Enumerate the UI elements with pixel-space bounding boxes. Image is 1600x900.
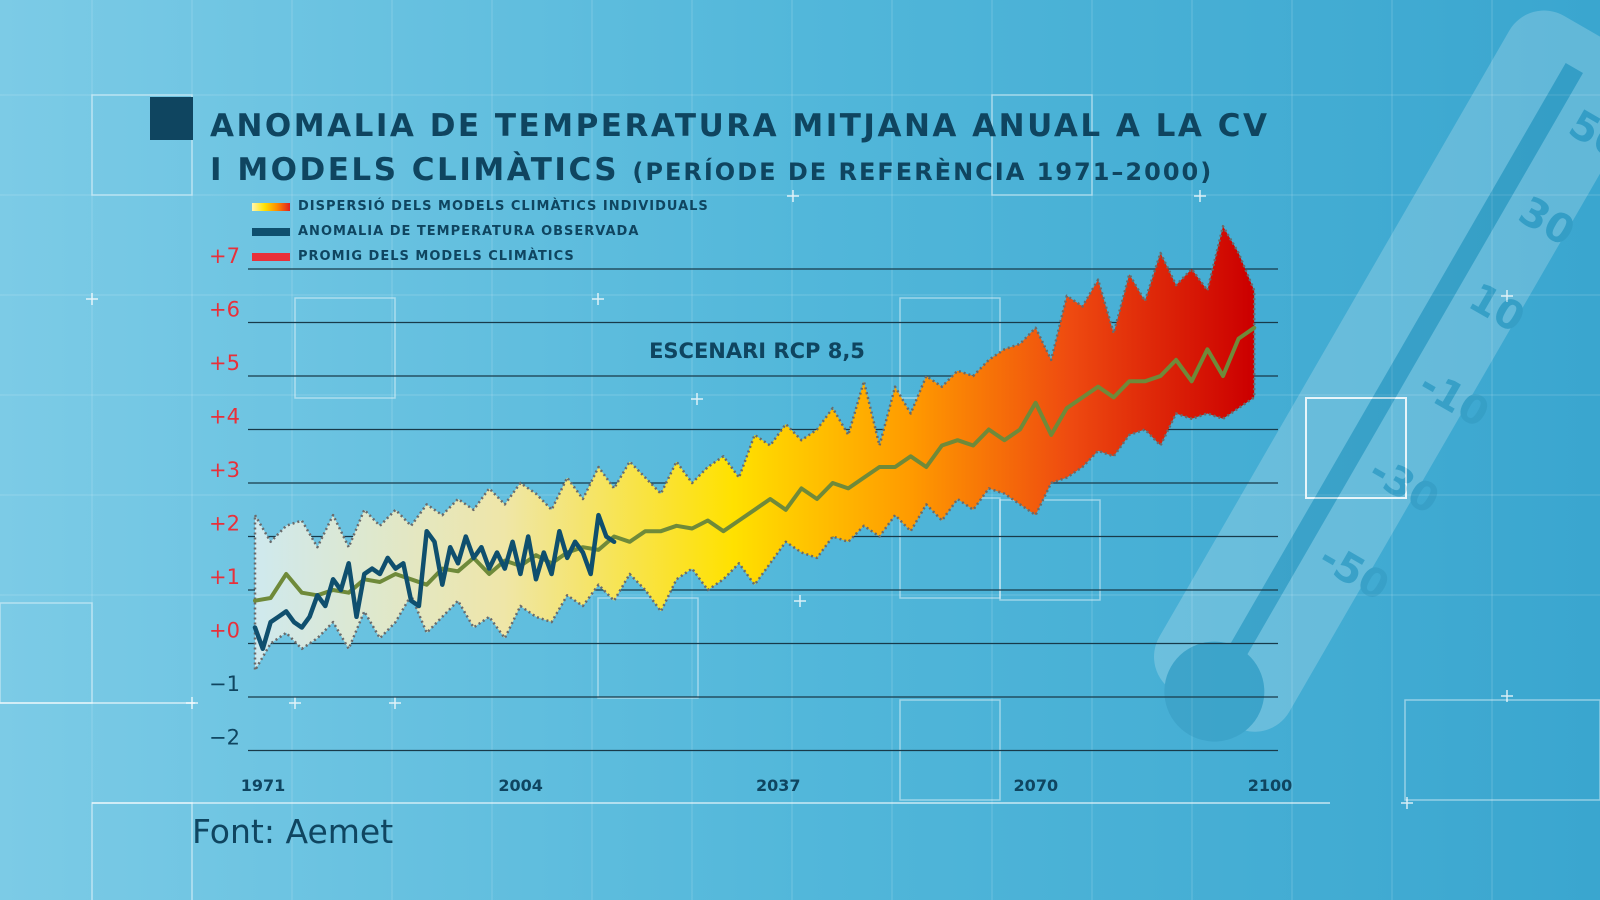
chart-title: ANOMALIA DE TEMPERATURA MITJANA ANUAL A …	[210, 104, 1290, 194]
chart-subtitle: (PERÍODE DE REFERÈNCIA 1971–2000)	[632, 158, 1214, 186]
model-spread-area	[253, 224, 1256, 672]
source-credit: Font: Aemet	[192, 812, 394, 851]
y-tick-label: +3	[209, 458, 240, 482]
scenario-annotation: ESCENARI RCP 8,5	[649, 339, 865, 363]
red-swatch-icon	[252, 252, 290, 261]
dark-blue-swatch-icon	[252, 227, 290, 236]
x-tick-label: 2037	[756, 776, 801, 795]
model-spread-band	[253, 224, 1256, 672]
y-tick-label: +4	[209, 405, 240, 429]
y-tick-label: +6	[209, 298, 240, 322]
y-tick-label: +0	[209, 619, 240, 643]
legend-item-observed: ANOMALIA DE TEMPERATURA OBSERVADA	[252, 219, 709, 244]
legend-label-observed: ANOMALIA DE TEMPERATURA OBSERVADA	[298, 224, 640, 239]
x-tick-label: 2070	[1014, 776, 1059, 795]
y-axis-labels: +7 +6 +5 +4 +3 +2 +1 +0 −1 −2	[209, 244, 240, 750]
x-axis-labels: 1971 2004 2037 2070 2100	[241, 776, 1293, 795]
y-tick-label: +7	[209, 244, 240, 268]
chart-legend: DISPERSIÓ DELS MODELS CLIMÀTICS INDIVIDU…	[252, 194, 709, 269]
y-tick-label: +1	[209, 565, 240, 589]
y-tick-label: +2	[209, 512, 240, 536]
legend-label-spread: DISPERSIÓ DELS MODELS CLIMÀTICS INDIVIDU…	[298, 199, 709, 214]
title-line-2: I MODELS CLIMÀTICS	[210, 152, 620, 188]
legend-label-mean: PROMIG DELS MODELS CLIMÀTICS	[298, 249, 575, 264]
x-tick-label: 1971	[241, 776, 286, 795]
y-tick-label: +5	[209, 351, 240, 375]
x-tick-label: 2004	[498, 776, 543, 795]
y-tick-label: −1	[209, 672, 240, 696]
legend-item-spread: DISPERSIÓ DELS MODELS CLIMÀTICS INDIVIDU…	[252, 194, 709, 219]
y-tick-label: −2	[209, 726, 240, 750]
legend-item-mean: PROMIG DELS MODELS CLIMÀTICS	[252, 244, 709, 269]
gradient-swatch-icon	[252, 202, 290, 211]
observed-anomaly-line	[252, 512, 617, 652]
x-tick-label: 2100	[1248, 776, 1293, 795]
title-marker	[150, 97, 193, 140]
series-lines	[252, 325, 1257, 652]
title-line-1: ANOMALIA DE TEMPERATURA MITJANA ANUAL A …	[210, 108, 1270, 144]
